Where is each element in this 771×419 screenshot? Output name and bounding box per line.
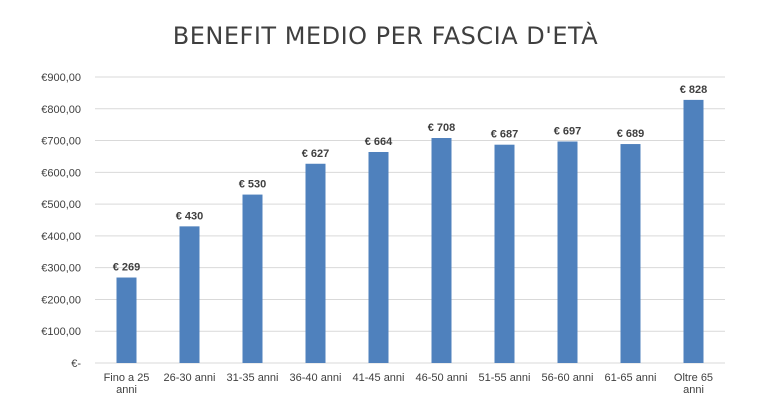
x-tick-label: 36-40 anni (290, 372, 342, 384)
data-label: € 430 (176, 210, 204, 222)
bar (305, 163, 326, 363)
y-tick-label: €900,00 (41, 72, 81, 84)
y-tick-label: €400,00 (41, 231, 81, 243)
x-tick-label: 41-45 anni (353, 372, 405, 384)
bar (368, 151, 389, 363)
y-tick-label: €200,00 (41, 294, 81, 306)
y-tick-label: €100,00 (41, 326, 81, 338)
bar (557, 141, 578, 363)
y-tick-label: €800,00 (41, 104, 81, 116)
x-tick-label-line: anni (683, 384, 704, 396)
x-tick-label: 26-30 anni (164, 372, 216, 384)
x-tick-label-line: 51-55 anni (479, 372, 531, 384)
y-tick-label: €700,00 (41, 136, 81, 148)
x-tick-label-line: 46-50 anni (416, 372, 468, 384)
x-tick-label-line: 36-40 anni (290, 372, 342, 384)
y-tick-label: €600,00 (41, 167, 81, 179)
x-tick-label: Oltre 65 anni (674, 372, 713, 396)
x-tick-label: 51-55 anni (479, 372, 531, 384)
x-tick-label-line: 56-60 anni (542, 372, 594, 384)
data-label: € 689 (617, 128, 645, 140)
data-label: € 627 (302, 148, 330, 160)
bar (620, 144, 641, 363)
data-label: € 708 (428, 122, 456, 134)
data-label: € 687 (491, 129, 519, 141)
data-label: € 664 (365, 136, 393, 148)
bar (242, 194, 263, 363)
bar (116, 277, 137, 363)
bar (179, 226, 200, 363)
x-tick-label-line: 41-45 anni (353, 372, 405, 384)
data-label: € 269 (113, 262, 141, 274)
y-tick-label: €500,00 (41, 199, 81, 211)
bar (683, 99, 704, 363)
x-tick-label: 46-50 anni (416, 372, 468, 384)
x-tick-label: 31-35 anni (227, 372, 279, 384)
gridlines (95, 76, 725, 364)
chart-title: BENEFIT MEDIO PER FASCIA D'ETÀ (172, 22, 599, 50)
y-axis-ticks: €- €100,00 €200,00 €300,00 €400,00 €500,00 €60… (41, 72, 81, 370)
bars (116, 99, 704, 363)
x-tick-label-line: Fino a 25 (104, 372, 150, 384)
bar (431, 138, 452, 363)
data-label: € 530 (239, 179, 267, 191)
x-tick-label-line: anni (116, 384, 137, 396)
x-tick-label-line: Oltre 65 (674, 372, 713, 384)
data-label: € 697 (554, 126, 582, 138)
x-tick-label: 61-65 anni (605, 372, 657, 384)
x-tick-label-line: 31-35 anni (227, 372, 279, 384)
y-tick-label: €- (71, 358, 81, 370)
x-tick-label-line: 26-30 anni (164, 372, 216, 384)
bar (494, 144, 515, 363)
x-tick-label: Fino a 25 anni (104, 372, 150, 396)
x-tick-label: 56-60 anni (542, 372, 594, 384)
data-label: € 828 (680, 84, 708, 96)
data-labels: € 269 € 430 € 530 € 627 € 664 € 708 € 687 € 697… (113, 84, 708, 274)
y-tick-label: €300,00 (41, 263, 81, 275)
x-tick-label-line: 61-65 anni (605, 372, 657, 384)
